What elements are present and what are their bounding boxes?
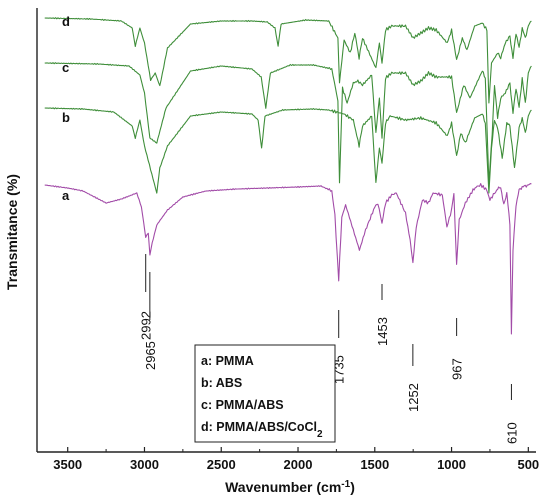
axes bbox=[36, 8, 536, 453]
x-tick-label: 2000 bbox=[284, 457, 313, 472]
peak-label-967: 967 bbox=[450, 358, 465, 380]
x-tick-label: 3000 bbox=[130, 457, 159, 472]
x-tick-label: 1000 bbox=[437, 457, 466, 472]
x-ticks: 3500 3000 2500 2000 1500 1000 500 bbox=[53, 447, 539, 472]
peak-label-610: 610 bbox=[504, 422, 519, 444]
x-tick-label: 1500 bbox=[360, 457, 389, 472]
series-c-line bbox=[44, 62, 532, 184]
legend-box bbox=[194, 344, 336, 443]
y-axis-title: Transmitance (%) bbox=[4, 174, 20, 290]
x-tick-label: 500 bbox=[517, 457, 539, 472]
peak-label-2965: 2965 bbox=[143, 341, 158, 370]
curve-label-d: d bbox=[62, 14, 70, 29]
x-tick-label: 3500 bbox=[53, 457, 82, 472]
peak-label-1453: 1453 bbox=[375, 317, 390, 346]
x-axis-title-sup: -1 bbox=[341, 479, 350, 490]
x-axis-title: Wavenumber (cm-1) bbox=[225, 479, 355, 496]
legend-item: b: ABS bbox=[201, 376, 242, 390]
curve-label-b: b bbox=[62, 110, 70, 125]
legend-item: d: PMMA/ABS/CoCl2 bbox=[201, 420, 323, 440]
legend: a: PMMA b: ABS c: PMMA/ABS d: PMMA/ABS/CoCl… bbox=[194, 344, 336, 443]
peak-label-1252: 1252 bbox=[406, 383, 421, 412]
legend-item: c: PMMA/ABS bbox=[201, 398, 284, 412]
spectra bbox=[44, 17, 532, 335]
curve-label-c: c bbox=[62, 60, 69, 75]
peak-label-2992: 2992 bbox=[139, 311, 154, 340]
legend-item: a: PMMA bbox=[201, 354, 254, 368]
curve-label-a: a bbox=[62, 188, 70, 203]
curve-labels: a b c d bbox=[62, 14, 70, 203]
series-b-line bbox=[44, 107, 532, 194]
x-tick-label: 2500 bbox=[207, 457, 236, 472]
series-a-line bbox=[44, 182, 532, 335]
series-d-line bbox=[44, 17, 532, 104]
